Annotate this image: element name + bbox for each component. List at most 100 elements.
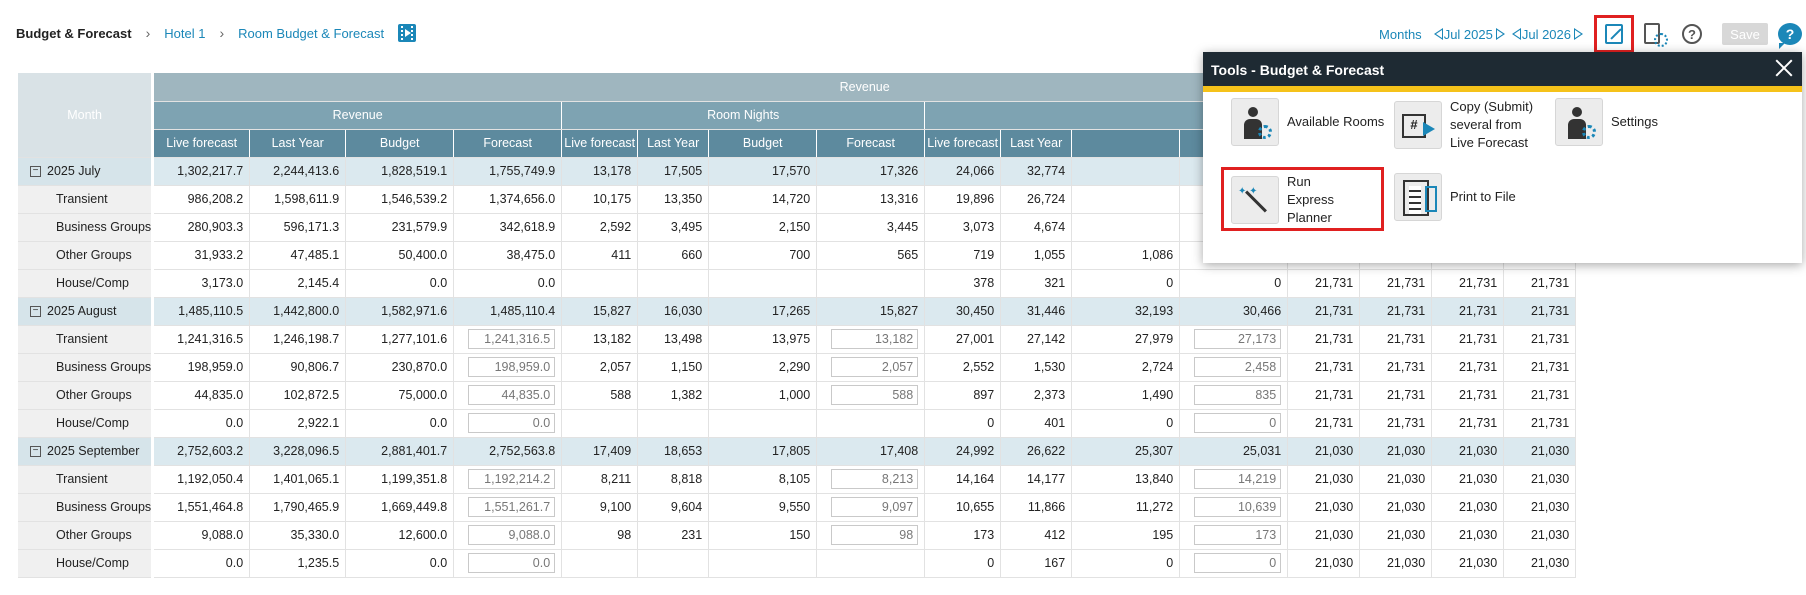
- breadcrumb-home[interactable]: Budget & Forecast: [16, 25, 132, 41]
- tool-label: Copy (Submit) several from Live Forecast: [1450, 99, 1534, 150]
- value-cell: 18,653: [637, 437, 710, 466]
- value-cell: [637, 409, 710, 438]
- forecast-input[interactable]: 2,458: [1194, 357, 1282, 377]
- help-icon[interactable]: ?: [1682, 24, 1702, 44]
- video-tutorial-icon[interactable]: [398, 24, 417, 42]
- month-label[interactable]: −2025 July: [18, 157, 155, 186]
- collapse-icon[interactable]: −: [30, 166, 41, 178]
- value-cell: 198,959.0: [152, 353, 251, 382]
- forecast-input[interactable]: 0: [1194, 413, 1282, 433]
- forecast-input-cell: 588: [816, 381, 926, 410]
- tool-settings[interactable]: Settings: [1555, 98, 1658, 146]
- value-cell: 50,400.0: [345, 241, 455, 270]
- value-cell: 1,598,611.9: [249, 185, 347, 214]
- value-cell: 411: [561, 241, 639, 270]
- forecast-input[interactable]: 8,213: [831, 469, 919, 489]
- segment-row: Business Groups 198,959.0 90,806.7 230,870.…: [18, 353, 1577, 382]
- value-cell: 21,030: [1431, 549, 1505, 578]
- value-cell: 21,731: [1287, 325, 1361, 354]
- forecast-input[interactable]: 835: [1194, 385, 1282, 405]
- person-gear-icon: [1555, 98, 1603, 146]
- value-cell: 0: [1071, 549, 1181, 578]
- prev-end-period-icon[interactable]: [1511, 28, 1522, 40]
- column-header: Budget: [708, 128, 818, 158]
- breadcrumb-hotel[interactable]: Hotel 1: [164, 25, 206, 41]
- forecast-input[interactable]: 13,182: [831, 329, 919, 349]
- forecast-input[interactable]: 588: [831, 385, 919, 405]
- value-cell: 21,030: [1287, 549, 1361, 578]
- value-cell: 1,302,217.7: [152, 157, 251, 186]
- tool-print-to-file[interactable]: Print to File: [1394, 173, 1516, 221]
- segment-row: House/Comp 3,173.0 2,145.4 0.0 0.0 378 321 0 0 21…: [18, 269, 1577, 298]
- end-period[interactable]: Jul 2026: [1521, 26, 1571, 42]
- value-cell: 13,840: [1071, 465, 1181, 494]
- row-label: Business Groups: [56, 220, 152, 234]
- value-cell: 31,933.2: [152, 241, 251, 270]
- start-period[interactable]: Jul 2025: [1443, 26, 1493, 42]
- forecast-input[interactable]: 0.0: [468, 553, 556, 573]
- tools-button[interactable]: [1594, 15, 1634, 53]
- next-start-period-icon[interactable]: [1495, 28, 1506, 40]
- month-row: −2025 August 1,485,110.5 1,442,800.0 1,582,…: [18, 297, 1577, 326]
- forecast-input[interactable]: 2,057: [831, 357, 919, 377]
- value-cell: 719: [924, 241, 1002, 270]
- value-cell: 8,211: [561, 465, 639, 494]
- forecast-input[interactable]: 27,173: [1194, 329, 1282, 349]
- value-cell: 13,182: [561, 325, 639, 354]
- forecast-input[interactable]: 10,639: [1194, 497, 1282, 517]
- value-cell: 47,485.1: [249, 241, 347, 270]
- collapse-icon[interactable]: −: [30, 446, 41, 458]
- row-label: House/Comp: [56, 276, 129, 290]
- value-cell: 3,073: [924, 213, 1002, 242]
- value-cell: 0.0: [345, 409, 455, 438]
- forecast-input[interactable]: 9,088.0: [468, 525, 556, 545]
- breadcrumb-page[interactable]: Room Budget & Forecast: [238, 25, 385, 41]
- value-cell: 21,731: [1503, 269, 1577, 298]
- period-mode-selector[interactable]: Months: [1379, 26, 1422, 42]
- value-cell: 24,066: [924, 157, 1002, 186]
- forecast-input[interactable]: 1,241,316.5: [468, 329, 556, 349]
- value-cell: 9,604: [637, 493, 710, 522]
- value-cell: 24,992: [924, 437, 1002, 466]
- next-end-period-icon[interactable]: [1574, 28, 1584, 40]
- value-cell: 21,030: [1359, 493, 1433, 522]
- forecast-input[interactable]: 198,959.0: [468, 357, 556, 377]
- value-cell: 21,030: [1359, 465, 1433, 494]
- month-label[interactable]: −2025 September: [18, 437, 155, 466]
- tool-copy-from-live-forecast[interactable]: Copy (Submit) several from Live Forecast: [1394, 98, 1544, 152]
- forecast-input-cell: 0: [1179, 409, 1289, 438]
- segment-row: House/Comp 0.0 2,922.1 0.0 0.0 0 401 0 0 21,731 21…: [18, 409, 1577, 438]
- value-cell: 0.0: [152, 409, 251, 438]
- value-cell: 1,442,800.0: [249, 297, 347, 326]
- document-settings-icon[interactable]: [1640, 20, 1668, 48]
- forecast-input[interactable]: 1,551,261.7: [468, 497, 556, 517]
- save-button[interactable]: Save: [1722, 23, 1768, 45]
- top-bar: Budget & Forecast › Hotel 1 › Room Budge…: [0, 0, 1806, 68]
- chat-help-icon[interactable]: ?: [1778, 23, 1802, 49]
- collapse-icon[interactable]: −: [30, 306, 41, 318]
- month-label[interactable]: −2025 August: [18, 297, 155, 326]
- prev-start-period-icon[interactable]: [1433, 28, 1444, 40]
- forecast-input[interactable]: 98: [831, 525, 919, 545]
- forecast-input[interactable]: 173: [1194, 525, 1282, 545]
- value-cell: 75,000.0: [345, 381, 455, 410]
- tool-run-express-planner[interactable]: Run Express Planner: [1231, 173, 1361, 227]
- segment-label: House/Comp: [18, 269, 155, 298]
- forecast-input[interactable]: 9,097: [831, 497, 919, 517]
- forecast-input[interactable]: 14,219: [1194, 469, 1282, 489]
- value-cell: 21,030: [1287, 493, 1361, 522]
- forecast-input-cell: 8,213: [816, 465, 926, 494]
- forecast-input[interactable]: 0: [1194, 553, 1282, 573]
- value-cell: 231: [637, 521, 710, 550]
- column-header: [1071, 128, 1181, 158]
- value-cell: 986,208.2: [152, 185, 251, 214]
- forecast-input[interactable]: 1,192,214.2: [468, 469, 556, 489]
- value-cell: 1,546,539.2: [345, 185, 455, 214]
- value-cell: [1071, 213, 1181, 242]
- tool-available-rooms[interactable]: Available Rooms: [1231, 98, 1384, 146]
- forecast-input[interactable]: 44,835.0: [468, 385, 556, 405]
- forecast-input[interactable]: 0.0: [468, 413, 556, 433]
- close-icon[interactable]: [1774, 58, 1794, 78]
- row-label: House/Comp: [56, 556, 129, 570]
- value-cell: 13,498: [637, 325, 710, 354]
